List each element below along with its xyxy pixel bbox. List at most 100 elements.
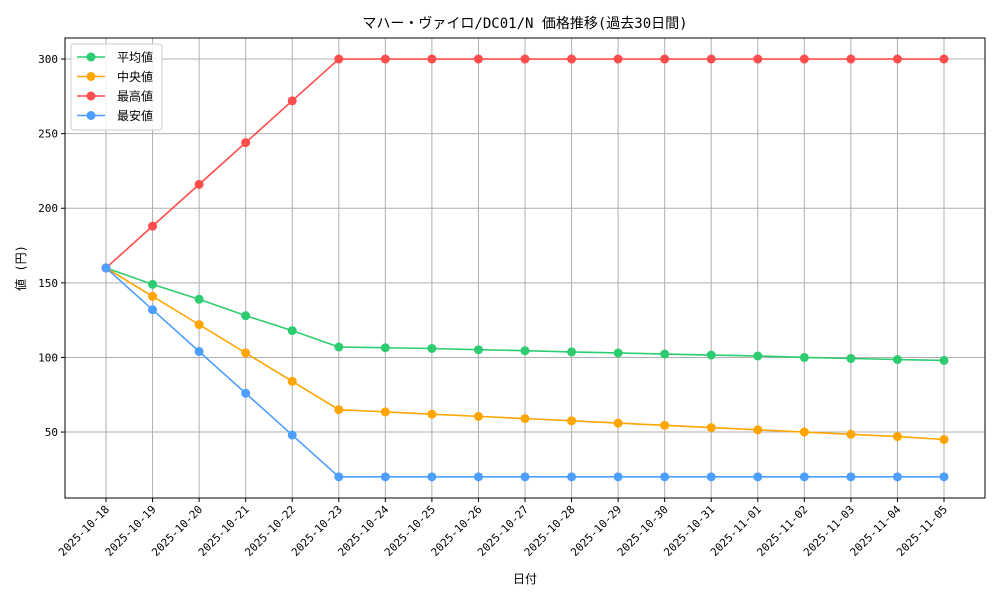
legend-label: 平均値 [117,50,153,65]
data-point [892,54,902,64]
legend-marker [86,91,96,101]
legend-label: 中央値 [117,69,153,84]
data-point [241,388,251,398]
data-point [194,320,204,330]
x-axis-label: 日付 [513,572,537,586]
data-point [706,423,716,433]
legend-marker [86,111,96,120]
data-point [846,353,856,363]
data-point [101,263,111,273]
data-point [473,411,483,421]
data-point [148,279,158,289]
data-point [334,54,344,64]
data-point [380,472,390,482]
data-point [613,348,623,358]
data-point [939,435,949,445]
series-lines [101,54,949,482]
data-point [287,96,297,106]
data-point [613,418,623,428]
data-point [706,472,716,482]
data-point [473,472,483,482]
legend-box [70,43,163,131]
data-point [892,355,902,365]
data-point [473,345,483,355]
data-point [380,407,390,417]
data-point [753,351,763,361]
data-point [892,432,902,442]
data-point [799,352,809,362]
data-point [567,347,577,357]
data-point [241,348,251,358]
data-point [753,425,763,435]
data-point [148,305,158,315]
data-point [567,472,577,482]
data-point [473,54,483,64]
data-point [846,472,856,482]
data-point [753,472,763,482]
data-point [660,349,670,359]
data-point [660,472,670,482]
data-point [427,472,437,482]
chart-title: マハー・ヴァイロ/DC01/N 価格推移(過去30日間) [362,15,687,32]
data-point [287,430,297,440]
data-point [520,414,530,424]
data-point [241,311,251,321]
data-point [799,427,809,437]
data-point [194,346,204,356]
grid-lines [65,38,985,498]
data-point [567,416,577,426]
data-point [334,342,344,352]
data-point [427,409,437,419]
data-point [287,326,297,336]
data-point [799,54,809,64]
data-point [194,179,204,189]
data-point [613,54,623,64]
data-point [660,54,670,64]
legend-label: 最高値 [117,89,153,104]
data-point [520,472,530,482]
data-point [520,346,530,356]
data-point [380,54,390,64]
data-point [427,343,437,353]
data-point [706,350,716,360]
y-tick-label: 200 [38,202,58,215]
data-point [799,472,809,482]
y-axis-ticks: 50 100 150 200 250 300 [38,53,65,439]
data-point [380,343,390,353]
y-tick-label: 100 [38,351,58,364]
data-point [846,54,856,64]
series-平均値 [101,263,949,365]
data-point [939,472,949,482]
data-point [520,54,530,64]
data-point [567,54,577,64]
data-point [287,376,297,386]
data-point [846,429,856,439]
data-point [939,54,949,64]
data-point [241,138,251,148]
data-point [427,54,437,64]
data-point [334,472,344,482]
y-tick-label: 300 [38,53,58,66]
y-tick-label: 150 [38,277,58,290]
data-point [892,472,902,482]
data-point [148,221,158,231]
legend-label: 最安値 [117,108,153,123]
y-axis-label: 値 (円) [13,245,28,291]
data-point [334,405,344,415]
data-point [753,54,763,64]
legend-marker [86,72,96,81]
x-axis-ticks: 2025-10-182025-10-192025-10-202025-10-21… [56,498,950,559]
y-tick-label: 50 [45,426,58,439]
data-point [939,355,949,365]
series-最安値 [101,263,949,482]
data-point [148,291,158,301]
data-point [706,54,716,64]
y-tick-label: 250 [38,128,58,141]
data-point [660,420,670,430]
series-最高値 [101,54,949,273]
data-point [194,294,204,304]
data-point [613,472,623,482]
legend-marker [86,52,96,62]
